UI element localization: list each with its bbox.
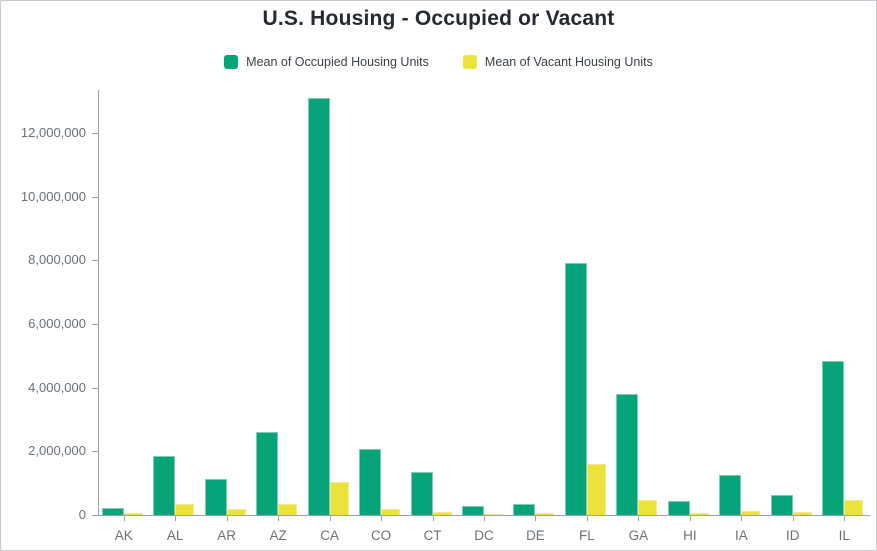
bar-vacant-HI[interactable]: [689, 513, 709, 515]
bar-occupied-ID[interactable]: [770, 494, 793, 515]
x-axis-label-HI: HI: [683, 528, 697, 543]
x-axis-tick: [792, 516, 794, 521]
x-axis-tick: [844, 516, 846, 521]
x-axis-tick: [484, 516, 485, 521]
bar-vacant-DC[interactable]: [484, 514, 503, 516]
x-axis-tick: [689, 516, 691, 521]
y-axis-tick-label: 0: [78, 507, 86, 522]
bar-vacant-FL[interactable]: [586, 464, 606, 515]
x-axis-tick: [741, 516, 743, 521]
x-axis-label-ID: ID: [786, 528, 800, 543]
bar-vacant-GA[interactable]: [638, 500, 658, 515]
bar-vacant-IL[interactable]: [844, 500, 864, 515]
x-axis-tick: [381, 516, 383, 521]
x-axis-label-AZ: AZ: [269, 528, 287, 543]
x-axis-label-IA: IA: [734, 528, 748, 543]
legend-item-occupied[interactable]: Mean of Occupied Housing Units: [224, 55, 429, 69]
x-axis-label-DE: DE: [526, 528, 545, 543]
y-axis-tick-label: 4,000,000: [28, 379, 86, 395]
y-axis-tick: [92, 132, 98, 134]
bar-occupied-HI[interactable]: [667, 500, 690, 515]
y-axis-tick-label: 10,000,000: [20, 188, 86, 204]
y-axis-tick: [92, 451, 98, 453]
y-axis-tick-label: 2,000,000: [28, 443, 86, 459]
bar-vacant-CT[interactable]: [432, 511, 452, 515]
bar-vacant-CA[interactable]: [329, 481, 349, 515]
x-axis-label-AL: AL: [166, 528, 184, 543]
x-axis-label-FL: FL: [579, 528, 595, 543]
x-axis-label-AR: AR: [217, 528, 237, 543]
legend-item-vacant[interactable]: Mean of Vacant Housing Units: [462, 55, 653, 69]
bar-vacant-DE[interactable]: [535, 513, 555, 515]
x-axis-label-CA: CA: [320, 528, 339, 543]
x-axis-tick: [278, 516, 280, 521]
legend-label-occupied: Mean of Occupied Housing Units: [246, 55, 429, 69]
bar-vacant-IA[interactable]: [741, 511, 761, 515]
x-axis-tick: [432, 516, 434, 521]
bar-vacant-ID[interactable]: [792, 512, 812, 515]
bar-vacant-AK[interactable]: [123, 513, 143, 515]
y-axis-tick-label: 12,000,000: [20, 124, 86, 140]
x-axis-tick: [175, 516, 177, 521]
y-axis-tick: [92, 196, 98, 198]
bar-occupied-AR[interactable]: [204, 479, 227, 515]
bar-occupied-IA[interactable]: [719, 474, 742, 515]
x-axis-label-IL: IL: [838, 528, 850, 543]
bar-vacant-CO[interactable]: [381, 508, 401, 515]
chart-legend: Mean of Occupied Housing Units Mean of V…: [1, 55, 876, 69]
x-axis-label-GA: GA: [628, 528, 649, 543]
y-axis-tick: [92, 515, 98, 516]
bar-vacant-AZ[interactable]: [278, 503, 298, 515]
bar-occupied-AL[interactable]: [153, 456, 176, 515]
bar-occupied-CT[interactable]: [410, 472, 433, 515]
bar-occupied-DC[interactable]: [462, 506, 484, 515]
y-axis-tick-label: 6,000,000: [28, 315, 86, 331]
x-axis-tick: [586, 516, 588, 521]
y-axis-tick-label: 8,000,000: [28, 252, 86, 268]
x-axis-tick: [226, 516, 228, 521]
bar-vacant-AR[interactable]: [226, 509, 246, 515]
x-axis-label-CO: CO: [370, 528, 392, 543]
bar-occupied-AZ[interactable]: [256, 432, 279, 515]
vacant-series-swatch-icon: [462, 55, 477, 69]
legend-label-vacant: Mean of Vacant Housing Units: [484, 55, 653, 69]
bar-occupied-GA[interactable]: [616, 394, 639, 515]
x-axis-label-DC: DC: [474, 528, 494, 543]
y-axis-tick: [92, 387, 98, 389]
bar-occupied-CO[interactable]: [359, 448, 382, 515]
x-axis-label-AK: AK: [114, 528, 133, 543]
bar-occupied-FL[interactable]: [564, 262, 587, 515]
bar-occupied-IL[interactable]: [822, 360, 845, 515]
x-axis-tick: [638, 516, 640, 521]
chart-title: U.S. Housing - Occupied or Vacant: [262, 7, 615, 30]
occupied-series-swatch-icon: [224, 55, 239, 69]
x-axis-tick: [123, 516, 125, 521]
y-axis-line: [98, 90, 99, 515]
x-axis-line: [98, 515, 870, 516]
x-axis-tick: [535, 516, 537, 521]
bar-vacant-AL[interactable]: [175, 503, 195, 515]
x-axis-label-CT: CT: [423, 528, 442, 543]
bar-occupied-AK[interactable]: [101, 507, 124, 515]
y-axis-tick: [92, 323, 98, 325]
bar-occupied-CA[interactable]: [307, 97, 330, 515]
y-axis-tick: [92, 260, 98, 262]
bar-occupied-DE[interactable]: [513, 503, 536, 515]
x-axis-tick: [329, 516, 331, 521]
